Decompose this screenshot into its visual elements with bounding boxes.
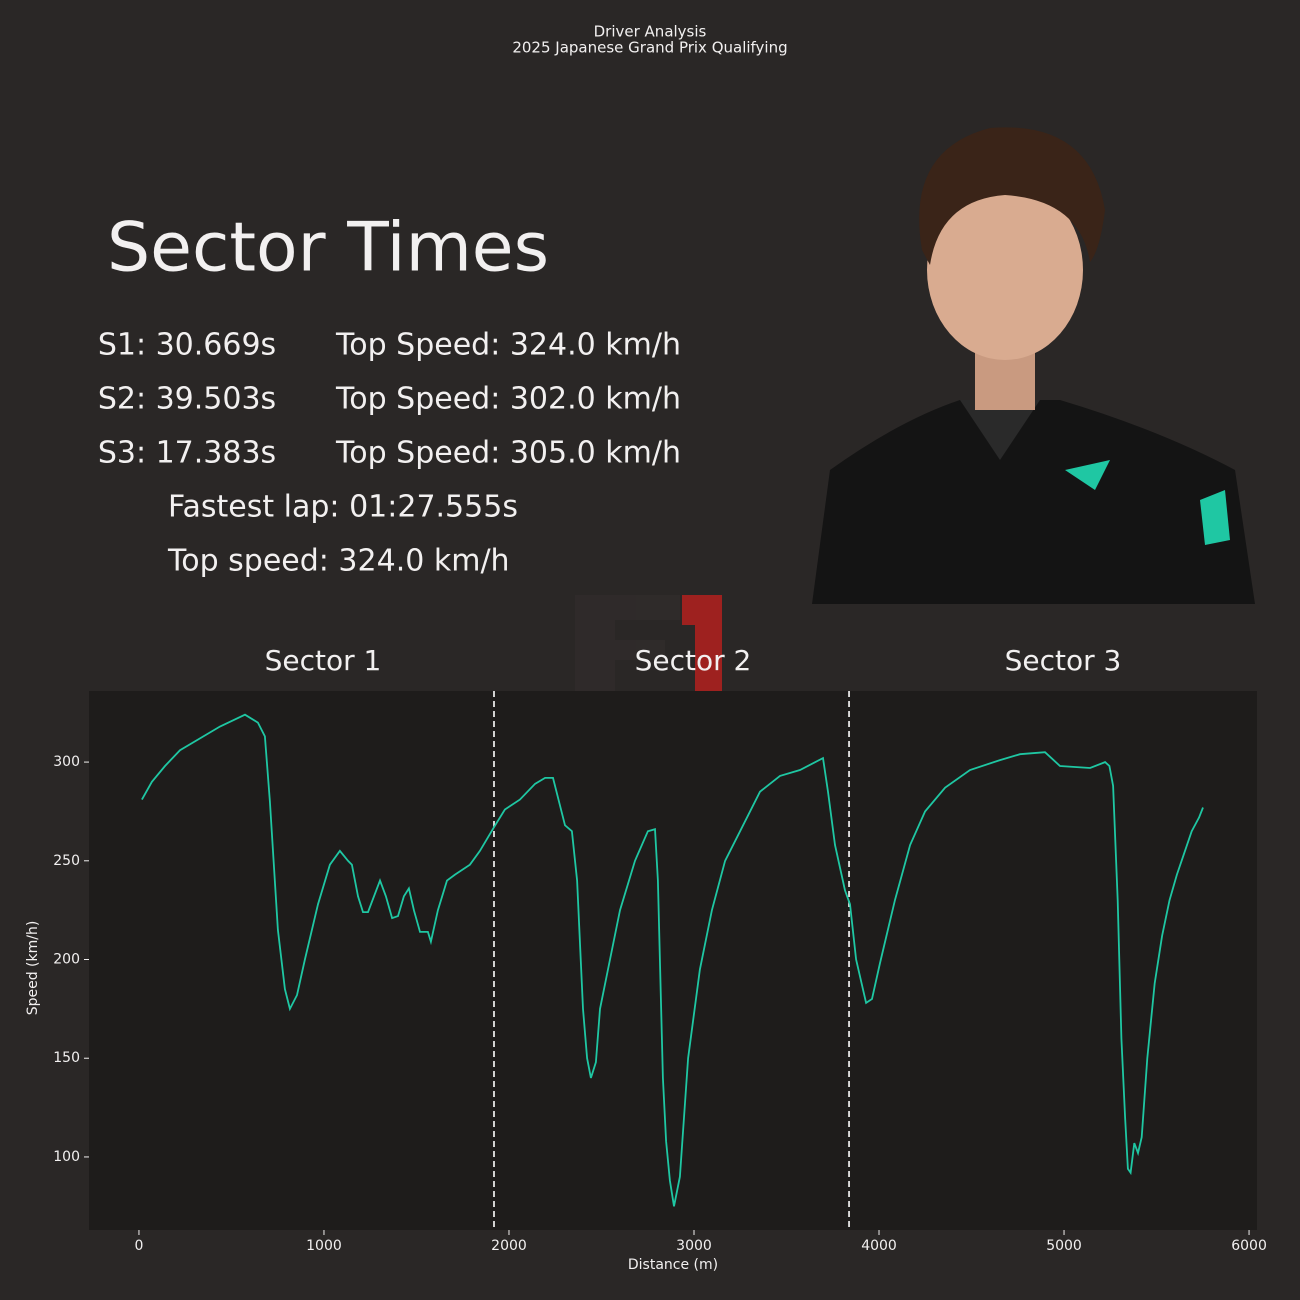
sector-title: Sector 3 <box>1005 644 1122 677</box>
sector-time: S3: 17.383s <box>98 436 276 471</box>
y-tick-label: 100 <box>53 1149 80 1165</box>
x-tick-label: 2000 <box>491 1238 527 1254</box>
sector-top-speed: Top Speed: 305.0 km/h <box>335 436 681 471</box>
sector-time: S1: 30.669s <box>98 328 276 363</box>
x-tick-label: 5000 <box>1046 1238 1082 1254</box>
plot-area <box>89 691 1257 1230</box>
sector-title: Sector 1 <box>265 644 382 677</box>
x-tick-label: 1000 <box>306 1238 342 1254</box>
sector-top-speed: Top Speed: 302.0 km/h <box>335 382 681 417</box>
sector-time: S2: 39.503s <box>98 382 276 417</box>
driver-portrait <box>812 127 1255 604</box>
page-subtitle: 2025 Japanese Grand Prix Qualifying <box>512 39 787 57</box>
x-tick-label: 4000 <box>861 1238 897 1254</box>
y-tick-label: 250 <box>53 853 80 869</box>
logo-watermark <box>575 595 722 708</box>
sector-top-speed: Top Speed: 324.0 km/h <box>335 328 681 363</box>
y-tick-label: 300 <box>53 754 80 770</box>
x-tick-label: 6000 <box>1231 1238 1267 1254</box>
y-axis-label: Speed (km/h) <box>25 921 41 1016</box>
speed-line <box>141 713 1204 1207</box>
x-axis-label: Distance (m) <box>628 1257 718 1273</box>
page-title: Driver Analysis <box>594 23 707 41</box>
x-tick-label: 3000 <box>676 1238 712 1254</box>
overall-top-speed: Top speed: 324.0 km/h <box>167 544 510 579</box>
y-tick-label: 150 <box>53 1050 80 1066</box>
sector-title: Sector 2 <box>635 644 752 677</box>
x-tick-label: 0 <box>134 1238 143 1254</box>
y-tick-label: 200 <box>53 952 80 968</box>
panel-title: Sector Times <box>107 209 549 288</box>
fastest-lap: Fastest lap: 01:27.555s <box>168 490 518 525</box>
